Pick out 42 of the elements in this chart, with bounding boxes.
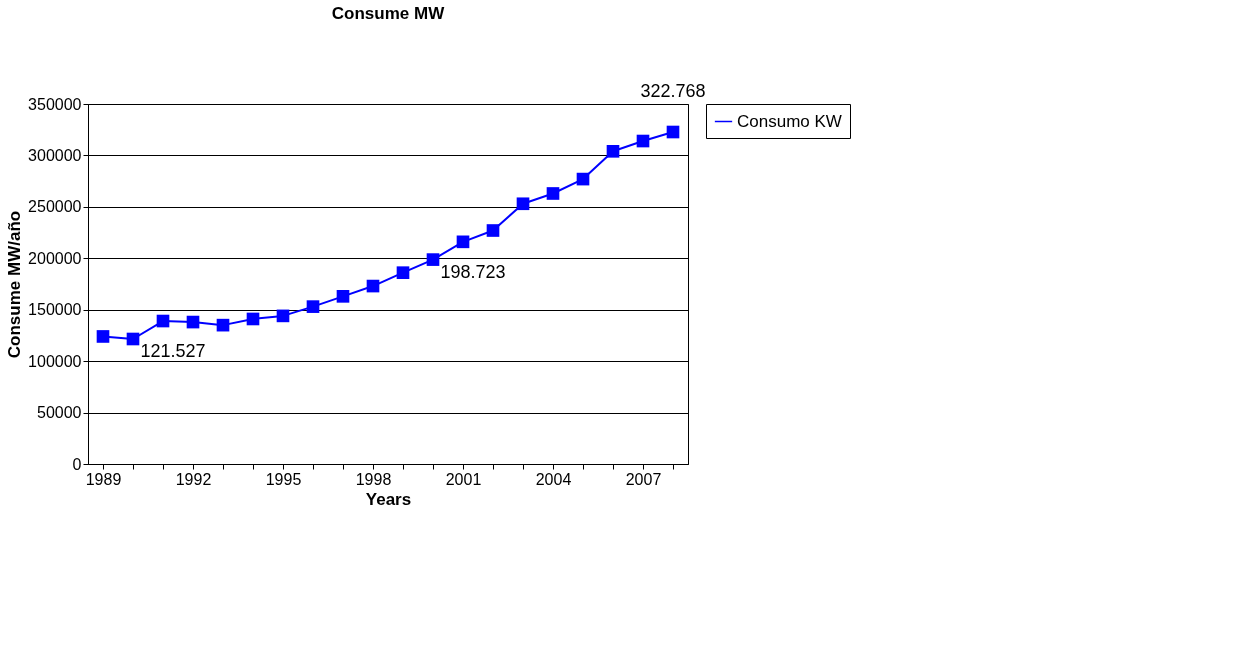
data-label: 121.527 (140, 341, 206, 361)
x-axis-title: Years (365, 489, 412, 509)
point (486, 224, 500, 237)
y-tick-label: 100000 (28, 352, 82, 370)
point (636, 134, 650, 148)
point (126, 332, 140, 346)
y-tick-label: 50000 (37, 404, 82, 422)
data-label: 198.723 (440, 261, 506, 282)
y-tick-label: 250000 (28, 198, 82, 216)
point (516, 197, 530, 211)
point (366, 279, 380, 293)
legend-label: Consumo KW (737, 111, 842, 131)
point (666, 125, 680, 139)
x-tick-label: 1989 (85, 470, 122, 488)
point (96, 330, 110, 343)
y-tick-label: 300000 (28, 146, 82, 164)
y-tick-label: 150000 (28, 301, 82, 319)
y-tick-label: 200000 (28, 249, 82, 267)
y-tick-label: 0 (72, 455, 82, 473)
y-tick-label: 350000 (28, 95, 82, 113)
data-label: 322.768 (640, 81, 706, 102)
x-tick-label: 2007 (625, 470, 662, 488)
y-axis-title: Consume MW/año (5, 210, 25, 359)
point (336, 290, 350, 303)
point (546, 187, 560, 200)
point (606, 144, 620, 158)
x-tick-label: 1998 (355, 470, 392, 488)
point (216, 318, 230, 332)
point (276, 309, 290, 323)
chart-title: Consume MW (331, 4, 446, 24)
x-tick-label: 1995 (265, 470, 302, 488)
x-tick-label: 2001 (445, 470, 482, 488)
point (186, 315, 200, 329)
point (396, 266, 410, 280)
point (426, 253, 440, 266)
point (576, 172, 590, 186)
point (306, 300, 320, 313)
point (456, 235, 470, 249)
point (246, 312, 260, 326)
point (156, 314, 170, 328)
x-tick-label: 1992 (175, 470, 212, 488)
x-tick-label: 2004 (535, 470, 572, 488)
